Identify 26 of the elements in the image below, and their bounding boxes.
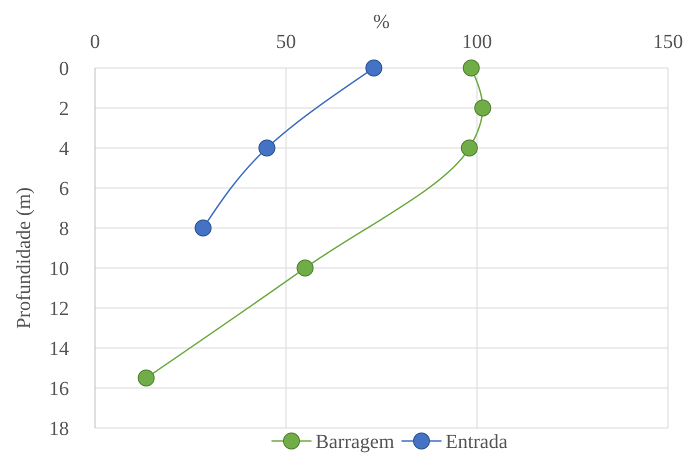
x-tick-label: 0 xyxy=(90,31,100,53)
y-tick-label: 18 xyxy=(49,418,69,440)
point xyxy=(138,370,155,386)
y-tick-label: 2 xyxy=(59,98,69,120)
y-tick-label: 0 xyxy=(59,58,69,80)
legend-label: Barragem xyxy=(316,431,395,453)
y-tick-label: 8 xyxy=(59,218,69,240)
y-tick-label: 16 xyxy=(49,378,69,400)
legend-label: Entrada xyxy=(446,431,508,453)
x-tick-label: 50 xyxy=(276,31,296,53)
y-tick-label: 6 xyxy=(59,178,69,200)
point xyxy=(460,140,478,156)
x-axis-title: % xyxy=(373,11,390,33)
point xyxy=(462,60,480,76)
x-tick-label: 100 xyxy=(462,31,492,53)
point xyxy=(296,260,314,276)
point xyxy=(365,60,382,76)
point xyxy=(474,100,492,116)
y-tick-label: 14 xyxy=(49,338,69,360)
y-axis-title: Profundidade (m) xyxy=(13,187,35,329)
x-tick-label: 150 xyxy=(653,31,683,53)
y-tick-label: 10 xyxy=(49,258,69,280)
point xyxy=(194,220,212,236)
y-tick-label: 4 xyxy=(59,138,69,160)
point xyxy=(258,140,276,156)
y-tick-label: 12 xyxy=(49,298,69,320)
